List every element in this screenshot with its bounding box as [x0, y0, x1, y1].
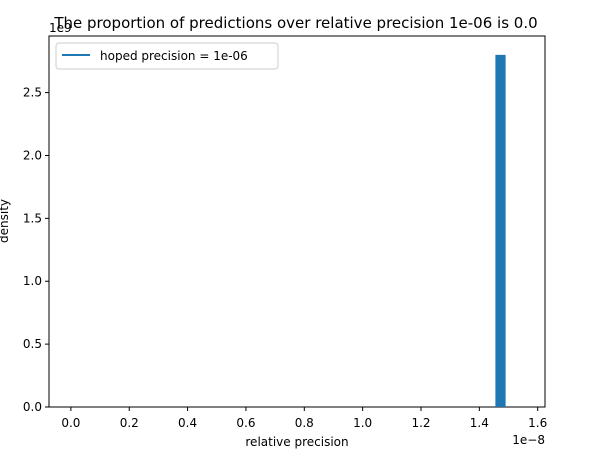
x-tick-label: 0.4	[178, 416, 197, 430]
y-tick-label: 1.0	[23, 274, 42, 288]
x-tick-label: 1.6	[528, 416, 547, 430]
x-tick-label: 1.4	[470, 416, 489, 430]
x-offset-label: 1e−8	[512, 433, 545, 447]
y-axis: 0.0 0.5 1.0 1.5 2.0 2.5	[23, 86, 49, 414]
y-tick-label: 2.5	[23, 86, 42, 100]
axes-background	[49, 36, 545, 407]
plot-area	[48, 35, 546, 408]
chart-title: The proportion of predictions over relat…	[53, 14, 537, 32]
x-tick-label: 0.6	[236, 416, 255, 430]
y-axis-label: density	[0, 199, 11, 243]
y-tick-label: 1.5	[23, 211, 42, 225]
legend-box	[55, 42, 279, 70]
y-tick-label: 0.0	[23, 400, 42, 414]
x-tick-label: 0.2	[120, 416, 139, 430]
y-offset-label: 1e9	[49, 21, 72, 35]
x-axis-label: relative precision	[245, 435, 348, 449]
legend: hoped precision = 1e-06	[55, 42, 279, 70]
axes-frame	[48, 35, 546, 408]
x-tick-label: 0.0	[61, 416, 80, 430]
histogram-bar-0	[495, 54, 506, 407]
y-tick-label: 0.5	[23, 337, 42, 351]
x-tick-label: 1.0	[353, 416, 372, 430]
legend-entry-label: hoped precision = 1e-06	[100, 49, 248, 63]
bars	[495, 54, 506, 407]
x-tick-label: 0.8	[295, 416, 314, 430]
y-tick-label: 2.0	[23, 148, 42, 162]
x-tick-label: 1.2	[411, 416, 430, 430]
x-axis: 0.0 0.2 0.4 0.6 0.8 1.0 1.2 1.4 1.6	[61, 407, 547, 430]
